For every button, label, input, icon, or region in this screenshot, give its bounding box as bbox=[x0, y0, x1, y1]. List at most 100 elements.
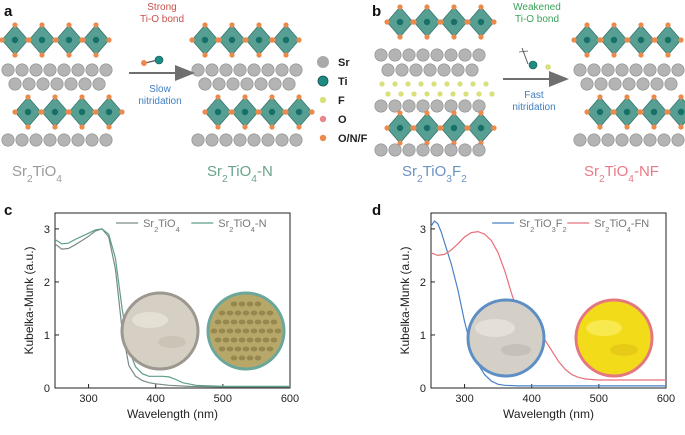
granule bbox=[214, 337, 222, 343]
granule bbox=[230, 301, 238, 307]
legend-label-sr: Sr bbox=[338, 57, 350, 69]
o-atom bbox=[242, 94, 248, 100]
sr-atom bbox=[465, 63, 479, 77]
ti-atom bbox=[423, 18, 431, 26]
y-tick-label: 3 bbox=[420, 224, 426, 236]
label-sr2tio4-nf: Sr2TiO4-NF bbox=[584, 163, 659, 185]
f-atom bbox=[405, 81, 411, 87]
o-atom bbox=[256, 109, 262, 115]
o-atom bbox=[624, 94, 630, 100]
o-atom bbox=[491, 125, 497, 131]
ti-atom bbox=[664, 36, 672, 44]
sr-atom bbox=[643, 133, 657, 147]
granule bbox=[262, 337, 270, 343]
o-atom bbox=[424, 110, 430, 116]
o-atom bbox=[283, 109, 289, 115]
scissor-icon bbox=[518, 50, 529, 53]
f-atom bbox=[398, 91, 404, 97]
ti-atom bbox=[241, 108, 249, 116]
f-atom bbox=[437, 91, 443, 97]
sr-atom bbox=[1, 133, 15, 147]
sr-atom bbox=[430, 99, 444, 113]
granule bbox=[230, 355, 238, 361]
sr-atom bbox=[29, 63, 43, 77]
f-atom bbox=[392, 81, 398, 87]
label-sr2tio3f2: Sr2TiO3F2 bbox=[402, 163, 467, 185]
o-atom bbox=[597, 124, 603, 130]
sr-atom bbox=[402, 48, 416, 62]
sr-atom bbox=[650, 77, 664, 91]
x-tick-label: 600 bbox=[657, 393, 675, 405]
sr-atom bbox=[395, 63, 409, 77]
granule bbox=[258, 310, 266, 316]
ti-atom bbox=[38, 36, 46, 44]
o-atom bbox=[283, 22, 289, 28]
o-atom bbox=[202, 109, 208, 115]
granule bbox=[266, 346, 274, 352]
y-tick-label: 1 bbox=[420, 330, 426, 342]
f-atom bbox=[411, 91, 417, 97]
reaction-arrow-b: Weakened Ti-O bond Fast nitridation bbox=[503, 2, 569, 113]
panel-letter-b: b bbox=[372, 3, 381, 20]
sr-atom bbox=[472, 143, 486, 157]
sr-atom bbox=[261, 63, 275, 77]
o-atom bbox=[215, 94, 221, 100]
granule bbox=[254, 301, 262, 307]
granule bbox=[274, 328, 282, 334]
y-tick-label: 2 bbox=[44, 277, 50, 289]
o-atom bbox=[106, 94, 112, 100]
o-atom bbox=[66, 109, 72, 115]
crystal-structures bbox=[0, 4, 685, 157]
granule bbox=[242, 310, 250, 316]
sr-atom bbox=[472, 99, 486, 113]
granule bbox=[266, 310, 274, 316]
sr-atom bbox=[289, 63, 303, 77]
sr-atom bbox=[587, 133, 601, 147]
sr-atom bbox=[15, 133, 29, 147]
sr-atom bbox=[57, 63, 71, 77]
o-atom bbox=[411, 19, 417, 25]
legend-marker-f bbox=[319, 96, 327, 104]
o-atom bbox=[397, 4, 403, 10]
arrow-a-top-line2: Ti-O bond bbox=[140, 14, 184, 25]
sr-atom bbox=[458, 99, 472, 113]
o-atom bbox=[651, 124, 657, 130]
sr-atom bbox=[458, 48, 472, 62]
reaction-arrow-a: Strong Ti-O bond Slow nitridation bbox=[129, 2, 195, 107]
sr-atom bbox=[444, 48, 458, 62]
sr-atom bbox=[430, 143, 444, 157]
o-atom bbox=[106, 37, 112, 43]
o-atom bbox=[624, 124, 630, 130]
sr-atom bbox=[219, 133, 233, 147]
o-atom bbox=[215, 124, 221, 130]
granule bbox=[254, 319, 262, 325]
o-atom bbox=[53, 37, 59, 43]
sample-photo-sr2tio4-n bbox=[206, 291, 286, 371]
sr-atom bbox=[437, 63, 451, 77]
legend-label-series-0: Sr2TiO3F2 bbox=[519, 218, 567, 234]
ti-atom bbox=[255, 36, 263, 44]
granule bbox=[254, 337, 262, 343]
o-atom bbox=[229, 109, 235, 115]
o-atom bbox=[93, 52, 99, 58]
sr-atom bbox=[92, 77, 106, 91]
granule bbox=[270, 337, 278, 343]
o-atom bbox=[256, 52, 262, 58]
y-tick-label: 3 bbox=[44, 224, 50, 236]
ti-atom bbox=[78, 108, 86, 116]
granule bbox=[246, 355, 254, 361]
sr-atom bbox=[622, 77, 636, 91]
sr-atom bbox=[22, 77, 36, 91]
sr-atom bbox=[374, 99, 388, 113]
o-atom bbox=[611, 52, 617, 58]
sr-atom bbox=[247, 133, 261, 147]
o-atom bbox=[638, 22, 644, 28]
plot-frame bbox=[430, 212, 667, 389]
granule bbox=[246, 337, 254, 343]
o-atom bbox=[584, 52, 590, 58]
sr-atom bbox=[615, 133, 629, 147]
o-atom bbox=[478, 110, 484, 116]
legend-label-f: F bbox=[338, 95, 345, 107]
ti-atom bbox=[477, 18, 485, 26]
granule bbox=[254, 355, 262, 361]
